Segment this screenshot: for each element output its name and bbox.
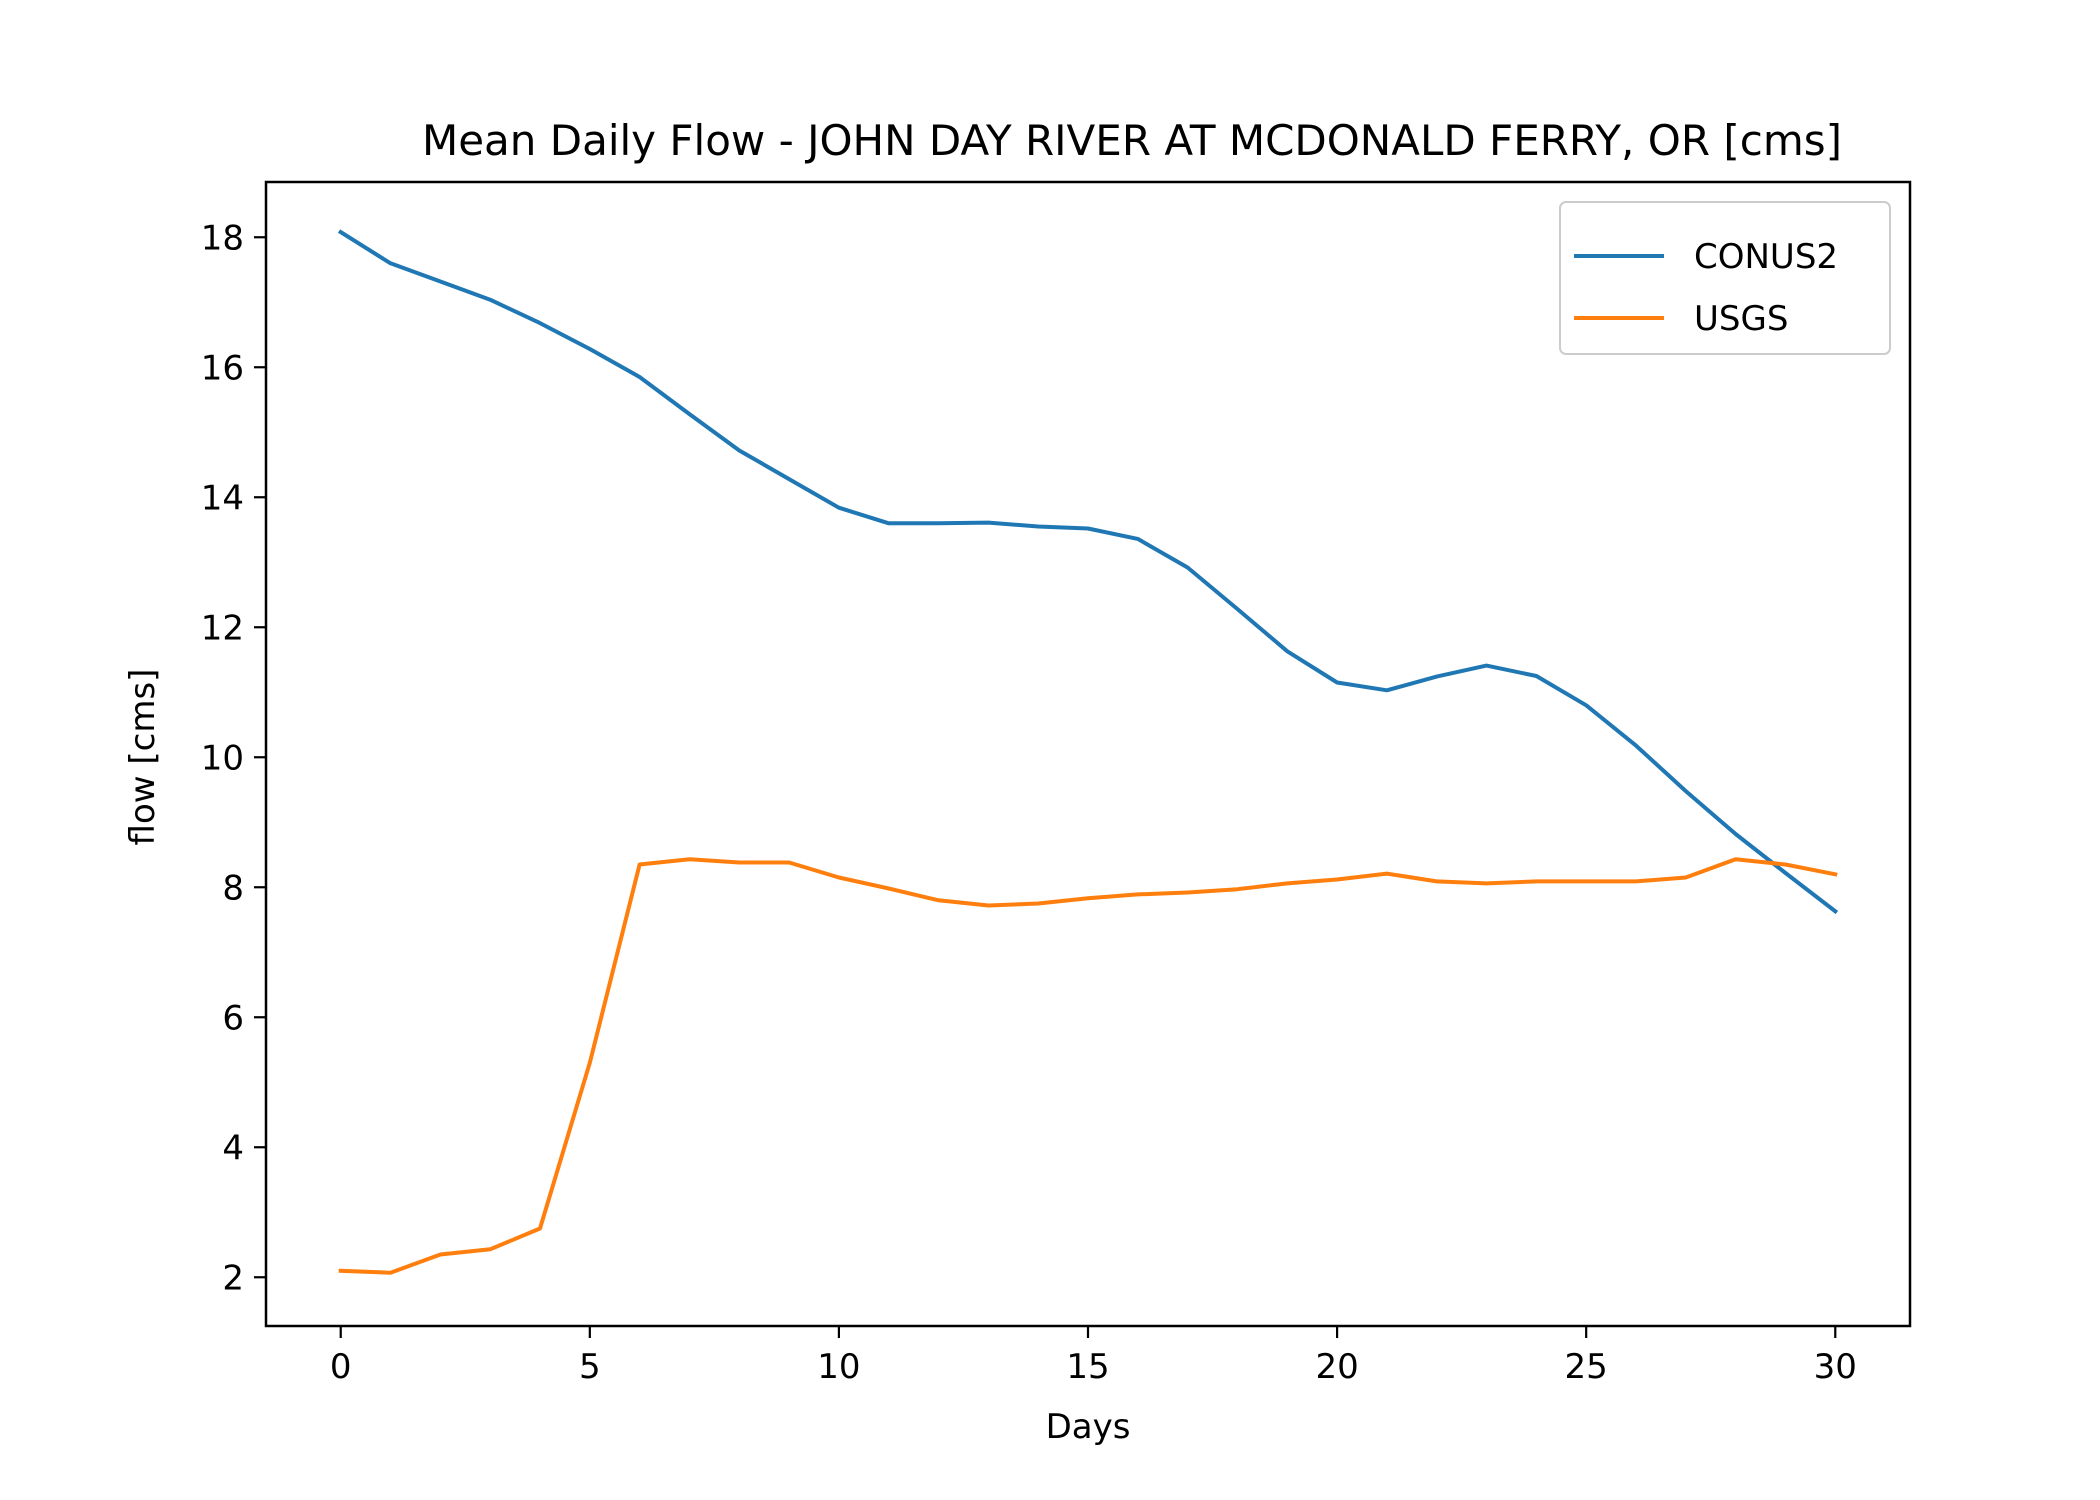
x-tick-label: 0 — [330, 1347, 352, 1387]
x-tick-label: 25 — [1565, 1347, 1608, 1387]
x-tick-label: 20 — [1315, 1347, 1358, 1387]
legend-label-conus2: CONUS2 — [1694, 237, 1838, 277]
y-tick-label: 4 — [222, 1128, 244, 1168]
x-tick-label: 5 — [579, 1347, 601, 1387]
y-tick-label: 2 — [222, 1258, 244, 1298]
y-tick-label: 14 — [201, 478, 244, 518]
y-tick-label: 12 — [201, 608, 244, 648]
series-layer — [337, 229, 1839, 1275]
x-axis-ticks: 0 5 10 15 20 25 30 — [330, 1326, 1857, 1387]
series-line-usgs — [338, 857, 1838, 1275]
y-axis-ticks: 2 4 6 8 10 12 14 16 18 — [201, 218, 266, 1298]
y-tick-label: 10 — [201, 738, 244, 778]
y-axis-label: flow [cms] — [123, 669, 163, 846]
legend-label-usgs: USGS — [1694, 299, 1788, 339]
y-tick-label: 6 — [222, 998, 244, 1038]
x-tick-label: 15 — [1066, 1347, 1109, 1387]
chart-title: Mean Daily Flow - JOHN DAY RIVER AT MCDO… — [422, 116, 1842, 165]
y-tick-label: 16 — [201, 348, 244, 388]
x-tick-label: 30 — [1814, 1347, 1857, 1387]
x-tick-label: 10 — [817, 1347, 860, 1387]
y-tick-label: 18 — [201, 218, 244, 258]
y-tick-label: 8 — [222, 868, 244, 908]
series-line-conus2 — [337, 229, 1839, 915]
legend: CONUS2 USGS — [1559, 201, 1891, 355]
x-axis-label: Days — [1046, 1407, 1131, 1447]
